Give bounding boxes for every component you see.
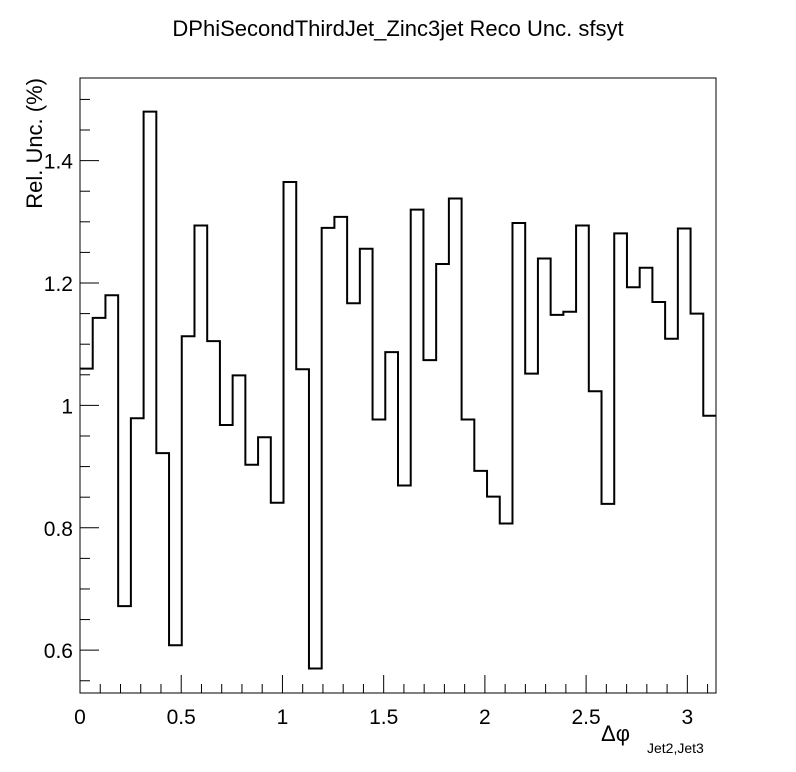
histogram-bin: [118, 606, 131, 693]
histogram-bin: [360, 249, 373, 693]
histogram-bin: [449, 199, 462, 693]
histogram-bin: [105, 295, 118, 693]
histogram-bin: [93, 318, 106, 693]
histogram-bin: [284, 182, 297, 693]
histogram-bin: [614, 233, 627, 693]
y-tick-label: 1: [61, 395, 73, 418]
histogram-bin: [525, 374, 538, 693]
histogram-bin: [373, 419, 386, 693]
histogram-bin: [589, 391, 602, 693]
y-axis: 0.6 0.8 1 1.2 1.4: [44, 98, 99, 682]
histogram-bin: [322, 228, 335, 693]
histogram-bin: [652, 302, 665, 693]
histogram-bin: [220, 425, 233, 693]
y-tick-label: 0.6: [44, 640, 73, 663]
histogram-bin: [385, 352, 398, 693]
histogram-bin: [194, 225, 207, 693]
histogram-bin: [640, 268, 653, 693]
histogram-bin: [576, 225, 589, 693]
histogram-bin: [398, 486, 411, 693]
histogram-bin: [551, 315, 564, 693]
histogram-bin: [347, 303, 360, 693]
x-tick-label: 0.5: [167, 706, 196, 729]
histogram-bin: [334, 217, 347, 693]
x-axis: 0 0.5 1 1.5 2 2.5 3: [74, 675, 709, 729]
histogram-bin: [411, 210, 424, 693]
histogram-bin: [423, 360, 436, 693]
histogram-bin: [538, 259, 551, 693]
histogram-bin: [271, 503, 284, 693]
histogram-bin: [182, 336, 195, 693]
histogram-bin: [678, 229, 691, 693]
histogram-bin: [144, 112, 157, 693]
x-tick-label: 2.5: [572, 706, 601, 729]
histogram-bin: [131, 418, 144, 693]
histogram-bin: [436, 264, 449, 693]
histogram-bin: [80, 369, 93, 693]
y-tick-label: 0.8: [44, 518, 73, 541]
x-tick-label: 2: [479, 706, 491, 729]
y-axis-label: Rel. Unc. (%): [22, 78, 47, 209]
histogram-bin: [563, 312, 576, 693]
histogram-bin: [602, 504, 615, 693]
histogram-bin: [156, 453, 169, 693]
histogram-bin: [169, 645, 182, 693]
y-tick-label: 1.4: [44, 151, 74, 174]
plot-frame: [79, 77, 717, 694]
histogram-bin: [474, 471, 487, 693]
histogram-bin: [703, 416, 716, 693]
histogram-series-line: [80, 110, 716, 670]
chart-title: DPhiSecondThirdJet_Zinc3jet Reco Unc. sf…: [172, 16, 623, 41]
histogram-bin: [462, 419, 475, 693]
x-tick-label: 1: [277, 706, 289, 729]
x-axis-label: Δφ: [601, 721, 630, 746]
histogram-bin: [296, 369, 309, 693]
histogram-bin: [245, 465, 258, 693]
x-tick-label: 0: [74, 706, 86, 729]
histogram-bin: [487, 497, 500, 693]
histogram-bin: [207, 341, 220, 693]
x-tick-label: 1.5: [369, 706, 398, 729]
histogram-bin: [233, 375, 246, 693]
histogram-bin: [665, 339, 678, 693]
x-axis-label-subscript: Jet2,Jet3: [647, 740, 704, 756]
histogram-bin: [258, 437, 271, 693]
histogram-bin: [512, 223, 525, 693]
histogram-bin: [309, 669, 322, 693]
y-tick-label: 1.2: [44, 273, 73, 296]
x-tick-label: 3: [681, 706, 693, 729]
histogram-bin: [500, 523, 513, 693]
histogram-bin: [691, 314, 704, 693]
histogram-bin: [627, 287, 640, 693]
